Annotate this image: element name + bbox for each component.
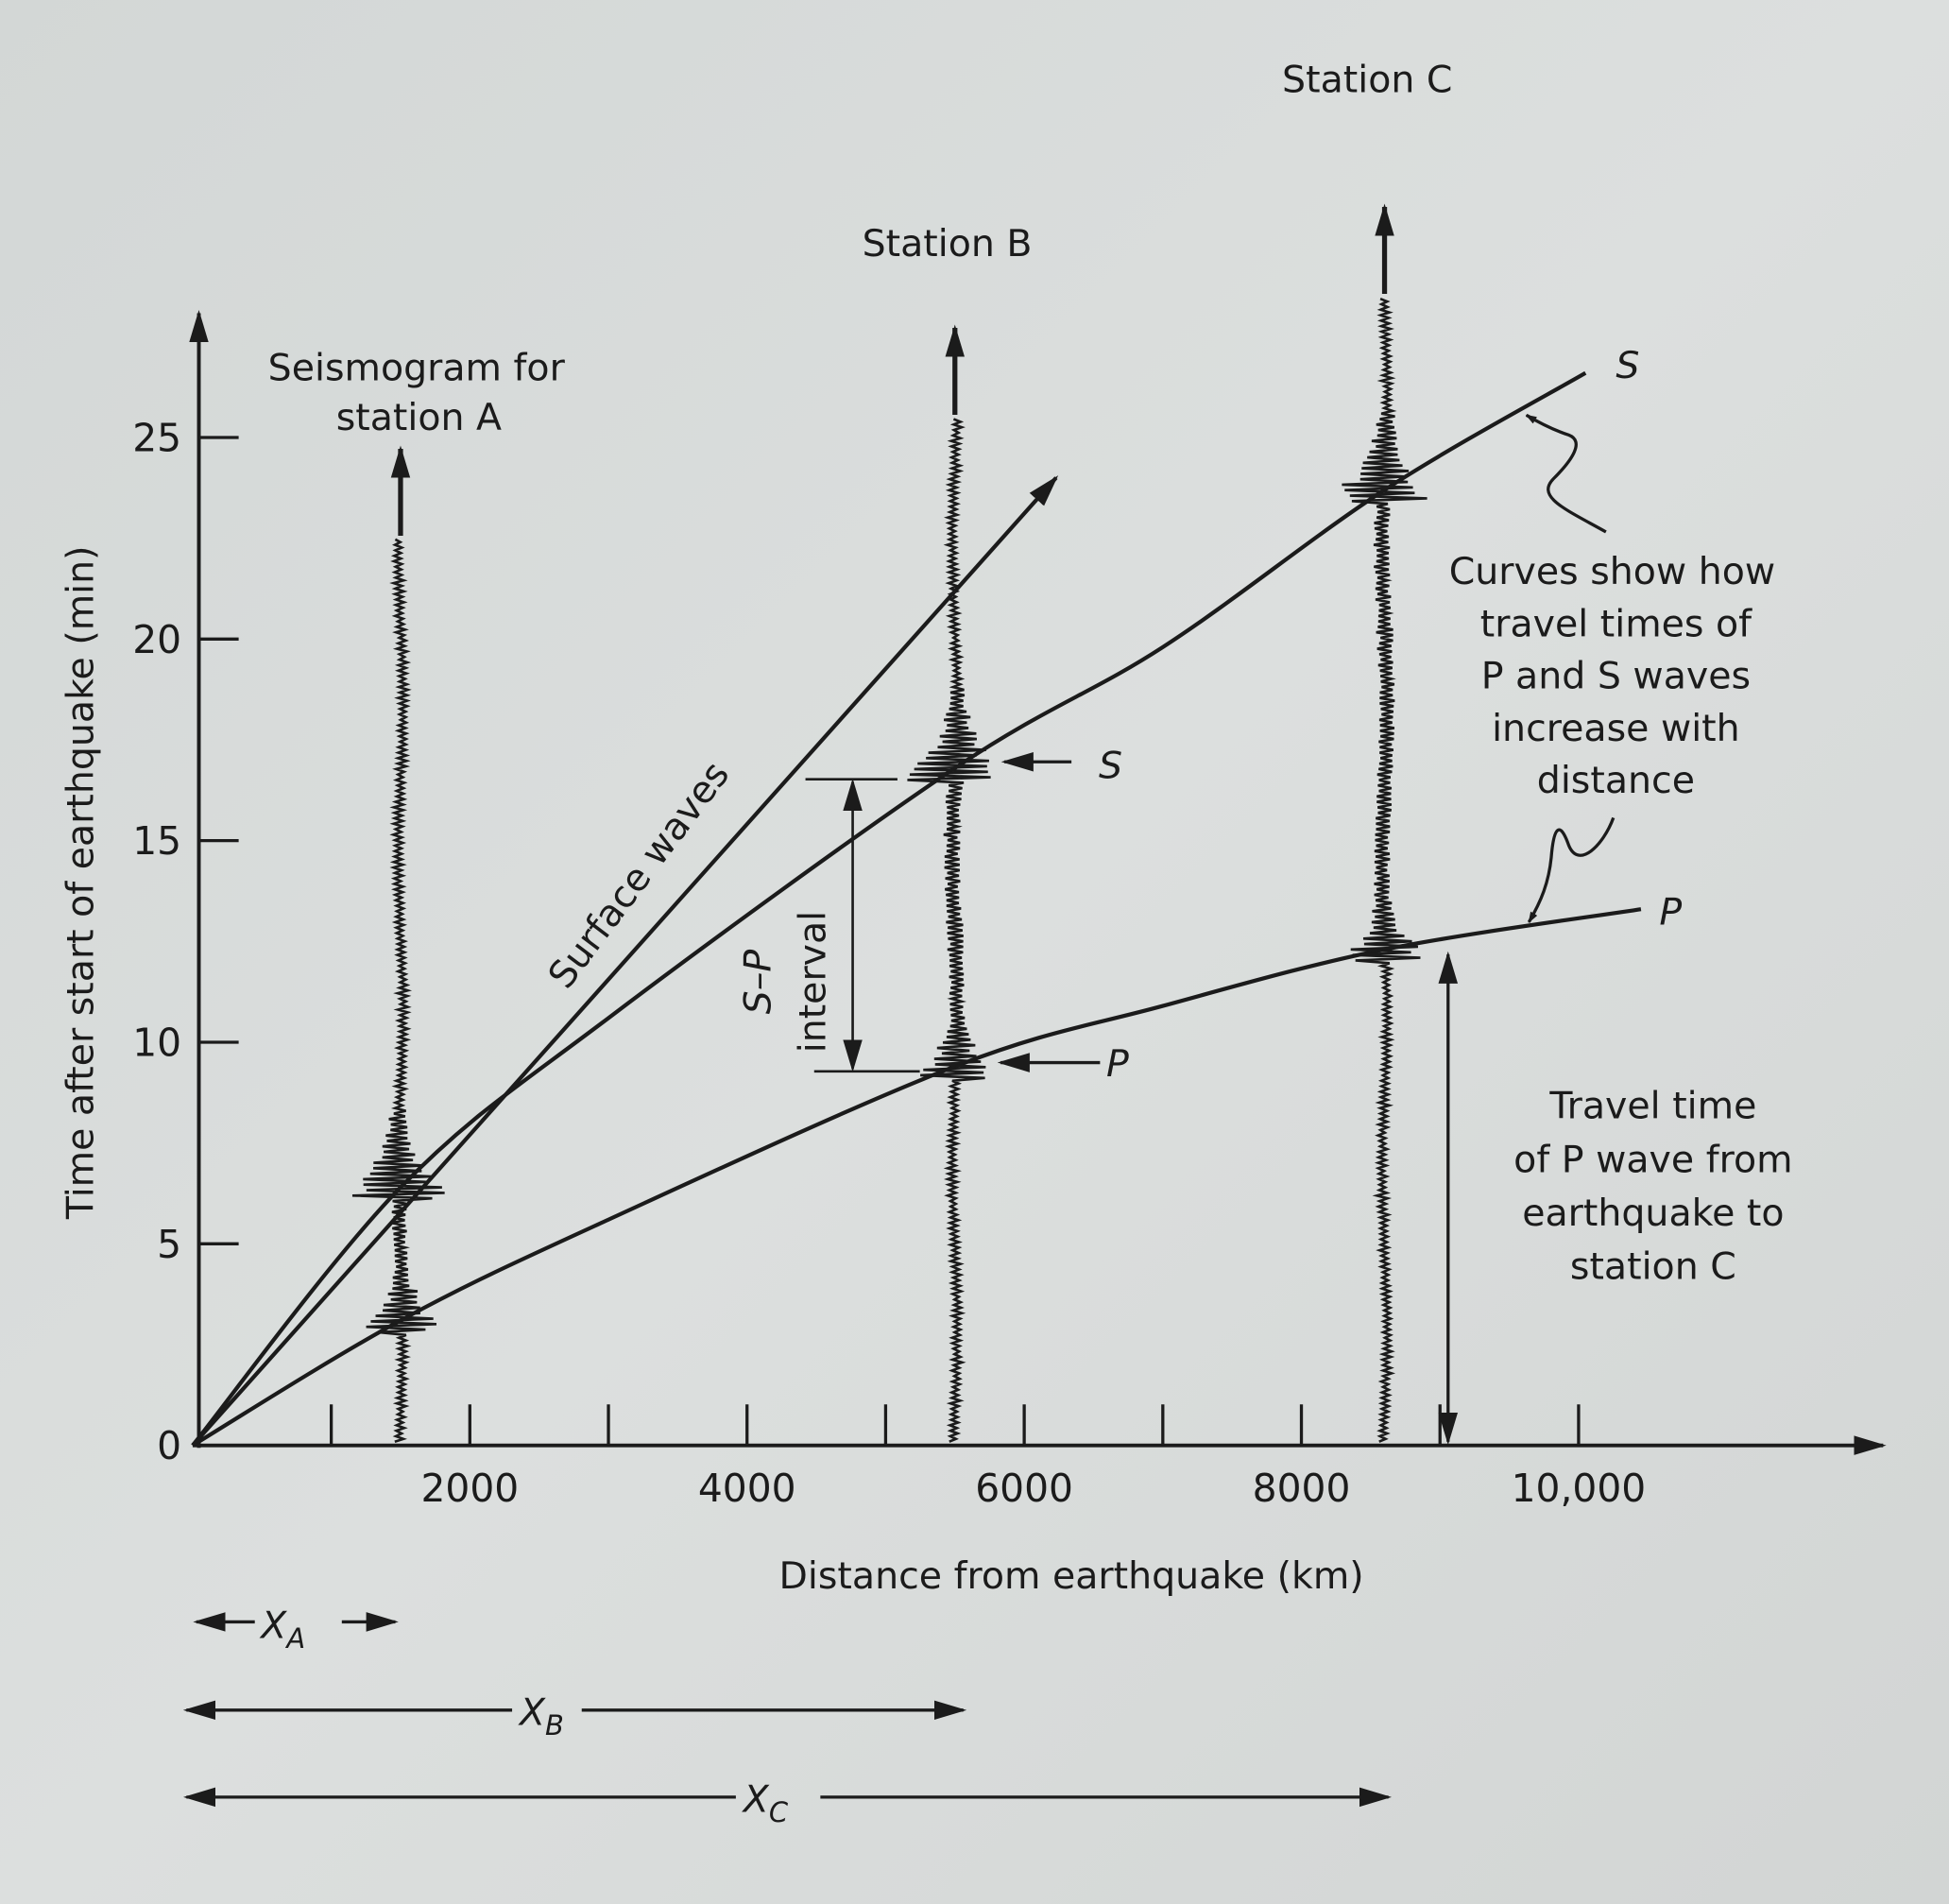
x-tick-label: 4000 — [698, 1466, 796, 1511]
seismogram-station-b — [907, 418, 991, 1443]
note-line: travel times of — [1480, 602, 1752, 645]
surface-waves-label: Surface waves — [540, 753, 739, 996]
s-curve-label: S — [1616, 344, 1639, 387]
s-arrival-label: S — [1099, 744, 1122, 787]
note-line: distance — [1537, 759, 1695, 802]
note-line: of P wave from — [1513, 1138, 1792, 1181]
station-a-label: Seismogram for — [268, 346, 566, 389]
y-tick-label: 0 — [157, 1423, 181, 1468]
curves-note: Curves show how travel times of P and S … — [1449, 550, 1775, 802]
xa-label: XA — [259, 1604, 305, 1655]
xc-label: XC — [742, 1778, 789, 1829]
station-a-label-line2: station A — [336, 396, 502, 439]
note-line: increase with — [1492, 707, 1740, 750]
y-tick-label: 5 — [157, 1222, 181, 1267]
seismograms — [351, 203, 1428, 1443]
note-line: Travel time — [1548, 1085, 1756, 1128]
y-axis-label: Time after start of earthquake (min) — [60, 546, 103, 1221]
p-curve-label: P — [1659, 891, 1682, 935]
note-line: Curves show how — [1449, 550, 1775, 593]
annotations: Time after start of earthquake (min) Dis… — [60, 58, 1793, 1828]
note-line: P and S waves — [1481, 655, 1751, 698]
y-tick-label: 25 — [132, 415, 181, 460]
xb-label: XB — [518, 1691, 564, 1742]
x-axis-label: Distance from earthquake (km) — [779, 1554, 1364, 1598]
sp-label: S–P — [737, 950, 780, 1015]
x-tick-label: 10,000 — [1512, 1466, 1647, 1511]
seismogram-station-a — [351, 538, 445, 1443]
x-tick-label: 2000 — [420, 1466, 519, 1511]
y-tick-label: 15 — [132, 818, 181, 864]
note-line: station C — [1570, 1244, 1736, 1288]
station-c-label: Station C — [1282, 58, 1452, 101]
travel-time-note: Travel time of P wave from earthquake to… — [1513, 1085, 1792, 1289]
y-tick-label: 10 — [132, 1020, 181, 1065]
p-arrival-label: P — [1106, 1042, 1129, 1086]
axes: 2000 4000 6000 8000 10,000 0 5 10 15 20 25 — [132, 310, 1887, 1511]
callout-squiggle-s — [1525, 413, 1607, 534]
curve-s — [191, 370, 1587, 1447]
sp-interval-label: interval — [792, 911, 835, 1053]
x-tick-label: 6000 — [975, 1466, 1073, 1511]
x-tick-label: 8000 — [1253, 1466, 1351, 1511]
station-b-label: Station B — [863, 222, 1033, 266]
curve-surface-waves — [191, 475, 1059, 1448]
callout-squiggle-p — [1527, 816, 1616, 923]
y-tick-label: 20 — [132, 617, 181, 662]
seismogram-station-c — [1342, 297, 1428, 1443]
note-line: earthquake to — [1522, 1192, 1784, 1235]
curves — [191, 370, 1642, 1448]
